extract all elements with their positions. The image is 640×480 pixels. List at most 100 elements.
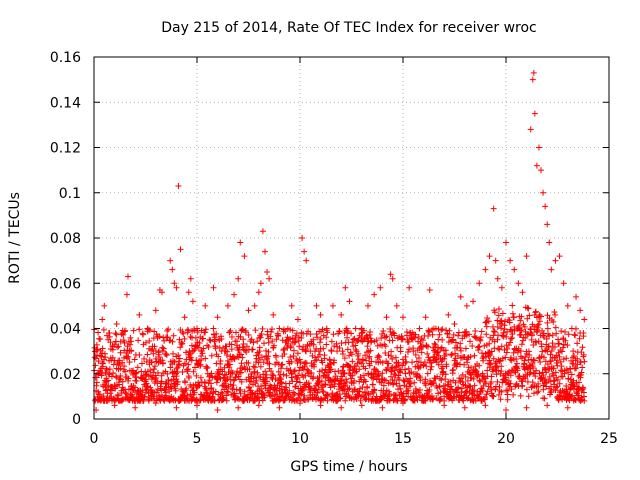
data-point — [504, 396, 511, 403]
data-point — [551, 343, 558, 350]
data-point — [213, 330, 220, 337]
data-point — [539, 348, 546, 355]
data-point — [183, 385, 190, 392]
data-point — [184, 397, 191, 404]
data-point — [262, 368, 269, 375]
data-point — [477, 334, 484, 341]
data-point — [514, 365, 521, 372]
data-point — [429, 331, 436, 338]
data-point — [577, 374, 584, 381]
data-point — [181, 314, 188, 321]
data-point — [182, 379, 189, 386]
data-point — [140, 341, 147, 348]
data-point — [330, 331, 337, 338]
y-axis-tick-labels: 0 0.02 0.04 0.06 0.08 0.1 0.12 0.14 0.16 — [50, 50, 81, 428]
data-point — [195, 379, 202, 386]
data-point — [400, 400, 406, 407]
data-point — [426, 287, 433, 294]
data-point — [186, 374, 193, 381]
data-point — [476, 343, 483, 350]
data-point — [553, 330, 560, 337]
data-point — [216, 371, 223, 378]
data-point — [299, 235, 306, 241]
data-point — [150, 350, 157, 357]
data-point — [345, 386, 352, 393]
data-point — [349, 372, 356, 379]
data-point — [254, 338, 261, 345]
data-point — [294, 360, 301, 367]
data-point — [263, 371, 270, 378]
data-point — [227, 327, 234, 334]
data-point — [260, 359, 267, 366]
data-point — [413, 374, 420, 381]
data-point — [241, 253, 248, 260]
data-point — [538, 167, 545, 174]
data-point — [182, 387, 189, 394]
data-point — [357, 397, 364, 404]
data-point — [202, 302, 209, 309]
data-point — [297, 359, 304, 366]
data-point — [389, 337, 396, 344]
data-point — [476, 377, 483, 384]
data-point — [362, 391, 369, 398]
data-point — [552, 324, 559, 331]
data-point — [574, 340, 581, 347]
data-point — [269, 338, 276, 345]
data-point — [95, 329, 102, 336]
data-point — [380, 328, 387, 335]
data-point — [117, 349, 124, 356]
data-point — [197, 397, 204, 404]
data-point — [250, 363, 257, 370]
data-point — [322, 381, 329, 388]
data-point — [124, 355, 131, 362]
data-point — [287, 326, 294, 333]
data-point — [535, 321, 542, 328]
data-point — [546, 239, 553, 246]
data-point — [237, 239, 244, 246]
data-point — [424, 350, 431, 357]
data-point — [352, 346, 359, 353]
data-point — [402, 366, 409, 373]
data-point — [391, 367, 398, 374]
data-point — [524, 315, 531, 322]
data-point — [198, 348, 205, 355]
data-point — [196, 382, 203, 389]
data-point — [469, 342, 476, 349]
data-point — [462, 345, 469, 352]
data-point — [472, 334, 479, 341]
data-point — [441, 355, 448, 362]
data-point — [191, 389, 198, 396]
data-point — [214, 314, 221, 321]
data-point — [175, 352, 182, 359]
data-point — [411, 397, 418, 404]
data-point — [323, 325, 330, 332]
data-point — [338, 311, 345, 318]
data-point — [265, 348, 272, 355]
data-point — [548, 266, 555, 273]
data-point — [487, 361, 494, 368]
data-point — [273, 354, 280, 361]
data-point — [194, 329, 201, 336]
data-point — [224, 302, 231, 309]
data-point — [574, 355, 581, 362]
x-tick-label: 0 — [90, 431, 99, 447]
data-point — [479, 387, 486, 394]
data-point — [483, 391, 490, 398]
data-point — [409, 359, 416, 366]
data-point — [321, 355, 328, 362]
data-point — [494, 378, 501, 385]
data-point — [158, 372, 165, 379]
data-point — [313, 356, 320, 363]
data-point — [292, 338, 299, 345]
data-point — [567, 386, 574, 393]
data-point — [277, 371, 284, 378]
data-point — [565, 369, 572, 376]
data-point — [98, 353, 105, 360]
data-point — [400, 314, 406, 321]
data-point — [517, 392, 524, 399]
data-point — [114, 344, 121, 351]
data-point — [558, 328, 565, 335]
data-point — [164, 370, 171, 377]
data-point — [527, 126, 534, 133]
data-point — [218, 336, 225, 343]
